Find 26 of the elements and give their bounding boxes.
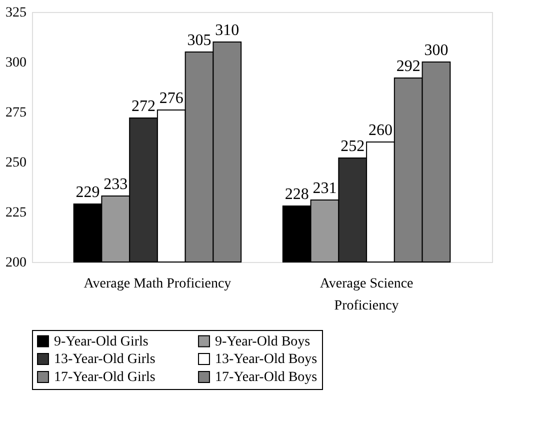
y-tick-label: 250: [6, 156, 26, 170]
data-label: 305: [187, 32, 212, 49]
legend-label: 9-Year-Old Girls: [54, 334, 148, 350]
data-label: 233: [104, 176, 128, 193]
legend-label: 13-Year-Old Boys: [215, 352, 318, 367]
y-tick-label: 275: [6, 106, 26, 120]
legend-label: 17-Year-Old Boys: [215, 370, 318, 385]
data-label: 228: [284, 186, 309, 203]
y-tick-label: 200: [6, 256, 26, 270]
x-tick-label: Average Math Proficiency: [84, 276, 232, 292]
legend-label: 9-Year-Old Boys: [215, 334, 310, 350]
legend-label: 13-Year-Old Girls: [54, 352, 156, 367]
data-label: 260: [368, 122, 392, 139]
data-label: 300: [424, 42, 448, 59]
data-label: 231: [312, 180, 337, 197]
data-label: 229: [76, 184, 100, 201]
y-tick-label: 225: [6, 206, 26, 220]
x-tick-label: Average Science Proficiency: [320, 276, 414, 314]
legend-label: 17-Year-Old Girls: [54, 370, 156, 385]
y-tick-label: 325: [6, 6, 26, 20]
data-label: 272: [132, 98, 156, 115]
data-label: 310: [215, 22, 240, 39]
y-tick-label: 300: [6, 56, 26, 70]
data-label: 252: [340, 138, 365, 155]
data-label: 292: [396, 58, 420, 75]
data-label: 276: [159, 90, 184, 107]
